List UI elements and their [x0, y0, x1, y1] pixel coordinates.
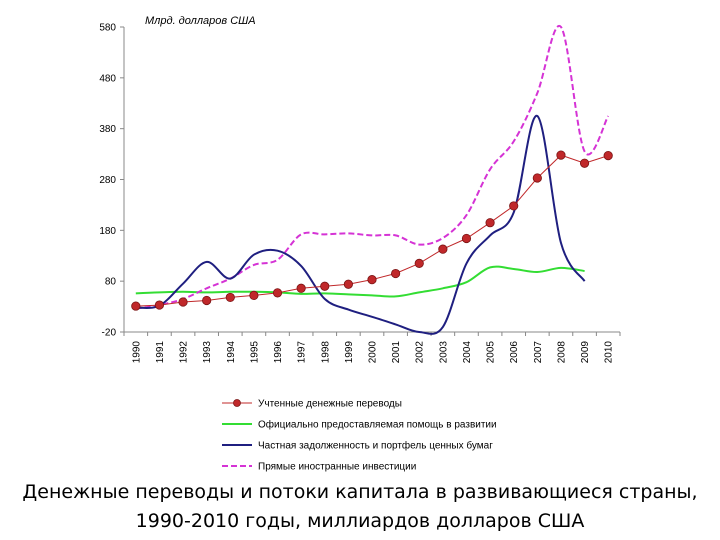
data-point [485, 218, 495, 228]
data-point [249, 290, 259, 300]
legend-item: Прямые иностранные инвестиции [222, 462, 416, 473]
y-tick-label: 180 [99, 226, 116, 237]
data-point [272, 288, 283, 298]
caption-line-1: Денежные переводы и потоки капитала в ра… [22, 481, 698, 503]
y-tick-label: -20 [102, 328, 117, 339]
series-line [135, 24, 610, 310]
chart-legend: Учтенные денежные переводы Официально пре… [222, 399, 497, 473]
x-tick-label: 2006 [509, 341, 520, 364]
x-tick-label: 1994 [226, 341, 237, 364]
capital-flows-chart: -20 80 180 280 380 480 580 1990 1991 1992 1993 1994… [99, 15, 621, 473]
data-point [202, 295, 212, 306]
x-tick-label: 1991 [155, 341, 166, 364]
data-point [414, 258, 424, 268]
chart-axes: -20 80 180 280 380 480 580 1990 1991 1992 1993 1994… [99, 23, 621, 364]
legend-marker [233, 399, 241, 407]
data-point [603, 151, 613, 161]
x-tick-label: 2003 [438, 341, 449, 364]
legend-label: Частная задолженность и портфель ценных … [258, 440, 493, 452]
x-tick-label: 2009 [580, 341, 591, 364]
series-fdi [135, 24, 610, 310]
x-tick-label: 2007 [533, 341, 544, 364]
y-tick-label: 580 [99, 23, 116, 34]
x-tick-label: 1998 [320, 341, 331, 364]
data-point [343, 279, 353, 289]
x-tick-label: 1992 [179, 341, 190, 364]
x-tick-label: 2008 [556, 341, 567, 364]
data-point [131, 301, 141, 311]
series-official-aid [135, 265, 585, 298]
series-line [135, 265, 585, 298]
x-tick-label: 1999 [344, 341, 355, 364]
x-tick-label: 1990 [131, 341, 142, 364]
x-tick-label: 1996 [273, 341, 284, 364]
data-point [438, 244, 448, 254]
y-tick-label: 80 [105, 277, 117, 288]
data-point [320, 281, 330, 291]
legend-label: Учтенные денежные переводы [258, 399, 402, 410]
x-tick-label: 2002 [415, 341, 426, 364]
x-tick-label: 1995 [249, 341, 260, 364]
caption-line-2: 1990-2010 годы, миллиардов долларов США [135, 510, 585, 532]
data-point [532, 173, 542, 183]
x-tick-label: 1993 [202, 341, 213, 364]
x-tick-label: 2004 [462, 341, 473, 364]
legend-item: Частная задолженность и портфель ценных … [222, 440, 493, 452]
x-tick-label: 2000 [368, 341, 379, 364]
chart-series [131, 24, 613, 335]
data-point [391, 268, 401, 279]
x-tick-label: 2001 [391, 341, 402, 364]
series-private-debt-portfolio [135, 114, 586, 335]
y-unit-label: Млрд. долларов США [145, 15, 256, 27]
series-line [135, 114, 586, 335]
data-point [225, 292, 235, 303]
legend-label: Официально предоставляемая помощь в разв… [258, 419, 497, 431]
y-tick-label: 280 [99, 175, 116, 186]
y-tick-label: 380 [99, 124, 116, 135]
legend-label: Прямые иностранные инвестиции [258, 462, 416, 473]
data-point [579, 158, 590, 168]
x-tick-label: 2005 [486, 341, 497, 364]
legend-item: Официально предоставляемая помощь в разв… [222, 419, 497, 431]
data-point [509, 201, 519, 211]
y-tick-label: 480 [99, 73, 116, 84]
data-point [461, 233, 472, 244]
data-point [154, 300, 165, 310]
x-tick-label: 1997 [297, 341, 308, 364]
chart-caption: Денежные переводы и потоки капитала в ра… [0, 478, 720, 536]
data-point [178, 297, 188, 307]
x-tick-label: 2010 [604, 341, 615, 364]
legend-item: Учтенные денежные переводы [222, 399, 402, 410]
data-point [296, 283, 306, 293]
series-remittances [131, 150, 613, 311]
data-point [556, 150, 566, 160]
data-point [367, 275, 377, 285]
